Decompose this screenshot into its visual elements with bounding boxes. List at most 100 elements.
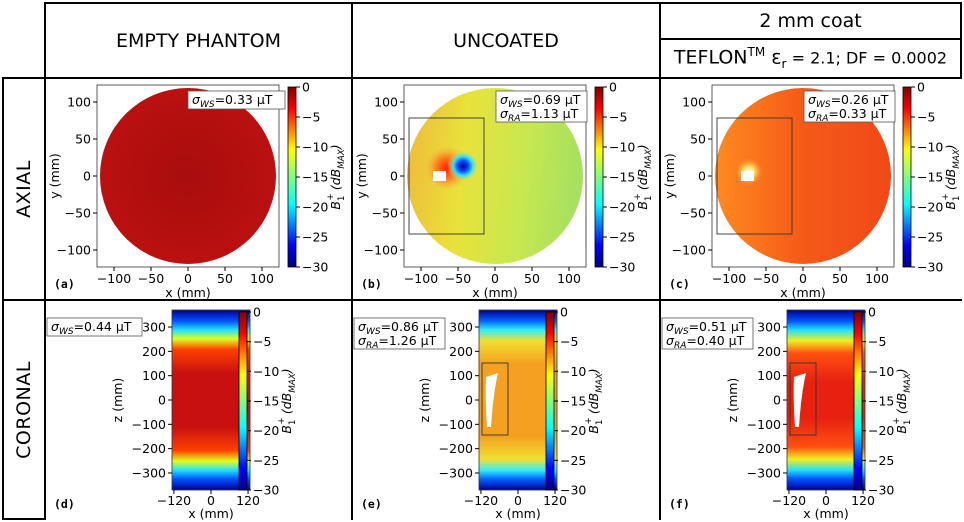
colorbar-tick-label: −30 <box>609 260 635 275</box>
y-axis-label: z (mm) <box>110 378 125 423</box>
colorbar-tick-label: −25 <box>302 230 328 245</box>
x-axis-label: x (mm) <box>803 506 848 521</box>
row-label-axial: AXIAL <box>2 77 46 301</box>
x-axis-label: x (mm) <box>165 285 210 300</box>
sigma-box <box>803 90 896 123</box>
colorbar-label: B1+(dBMAX) <box>633 144 654 209</box>
y-tick-label: −200 <box>439 441 473 456</box>
y-tick-label: −100 <box>747 417 781 432</box>
colorbar-tick-label: −20 <box>868 423 894 438</box>
colorbar-tick-label: −20 <box>560 423 586 438</box>
x-tick-label: 120 <box>236 493 260 508</box>
colorbar-tick-label: −5 <box>609 110 627 125</box>
x-tick-label: −50 <box>138 271 164 286</box>
colorbar-tick-label: 0 <box>609 80 617 95</box>
x-tick-label: 0 <box>491 271 499 286</box>
colorbar-tick-label: −15 <box>868 394 894 409</box>
x-axis-label: x (mm) <box>472 285 517 300</box>
x-tick-label: 0 <box>207 493 215 508</box>
header-coat: 2 mm coat <box>659 2 962 40</box>
colorbar-tick-label: −5 <box>868 334 886 349</box>
colorbar-tick-label: 0 <box>868 305 876 320</box>
colorbar-tick-label: −10 <box>609 140 635 155</box>
insert-object <box>793 373 806 427</box>
y-tick-label: 200 <box>142 344 166 359</box>
y-tick-label: 100 <box>682 95 706 110</box>
y-tick-label: 100 <box>67 95 91 110</box>
y-tick-label: 50 <box>690 132 706 147</box>
colorbar-tick-label: −10 <box>302 140 328 155</box>
x-tick-label: 100 <box>250 271 274 286</box>
colorbar <box>853 311 863 491</box>
colorbar-tick-label: −20 <box>917 200 943 215</box>
field-hotspot-blue <box>447 150 479 182</box>
header-uncoated-label: UNCOATED <box>453 29 559 52</box>
y-tick-label: 0 <box>465 393 473 408</box>
sigma-box <box>187 90 286 110</box>
x-tick-label: −50 <box>753 271 779 286</box>
y-tick-label: 300 <box>757 320 781 335</box>
y-tick-label: −100 <box>439 417 473 432</box>
y-tick-label: 100 <box>449 368 473 383</box>
y-tick-label: 100 <box>142 368 166 383</box>
colorbar-label: B1+(dBMAX) <box>892 368 913 433</box>
colorbar-tick-label: −5 <box>917 110 935 125</box>
y-tick-label: −100 <box>57 243 91 258</box>
sigma-box <box>46 317 143 337</box>
colorbar-tick-label: 0 <box>560 305 568 320</box>
sigma-ws: σWS=0.51 μT <box>666 319 747 337</box>
x-tick-label: −100 <box>97 271 131 286</box>
x-tick-label: −50 <box>445 271 471 286</box>
material-name: TEFLON <box>673 46 748 69</box>
colorbar-tick-label: 0 <box>253 305 261 320</box>
panel-letter: (f) <box>669 497 690 511</box>
colorbar-tick-label: −25 <box>868 453 894 468</box>
colorbar <box>238 311 248 491</box>
y-tick-label: 100 <box>374 95 398 110</box>
x-tick-label: 120 <box>543 493 567 508</box>
x-tick-label: −120 <box>772 493 806 508</box>
colorbar-label: B1+(dBMAX) <box>941 144 962 209</box>
colorbar-tick-label: −10 <box>868 364 894 379</box>
colorbar-tick-label: 0 <box>302 80 310 95</box>
phantom-disc <box>715 88 891 264</box>
roi-box <box>408 117 485 235</box>
colorbar-tick-label: −15 <box>253 394 279 409</box>
sigma-ws: σWS=0.86 μT <box>358 319 439 337</box>
y-tick-label: 200 <box>449 344 473 359</box>
colorbar-tick-label: −10 <box>917 140 943 155</box>
x-axis-label: x (mm) <box>780 285 825 300</box>
colorbar-tick-label: −15 <box>302 170 328 185</box>
colorbar-tick-label: −5 <box>253 334 271 349</box>
colorbar-tick-label: −15 <box>917 170 943 185</box>
y-tick-label: 300 <box>142 320 166 335</box>
colorbar-tick-label: −10 <box>560 364 586 379</box>
panel-letter: (d) <box>54 497 75 511</box>
panel-letter: (c) <box>669 277 690 291</box>
y-tick-label: 0 <box>83 169 91 184</box>
header-coat-label: 2 mm coat <box>759 10 862 32</box>
y-tick-label: −200 <box>747 441 781 456</box>
colorbar <box>287 86 297 268</box>
colorbar-label: B1+(dBMAX) <box>277 368 298 433</box>
x-tick-label: 100 <box>865 271 889 286</box>
colorbar-tick-label: −10 <box>253 364 279 379</box>
y-tick-label: 0 <box>698 169 706 184</box>
sigma-box <box>353 317 446 350</box>
insert-object <box>433 171 446 181</box>
sigma-ra: σRA=0.40 μT <box>666 333 745 351</box>
colorbar-tick-label: −15 <box>609 170 635 185</box>
y-tick-label: 0 <box>773 393 781 408</box>
coronal-map <box>171 309 251 491</box>
panel-letter: (a) <box>54 277 75 291</box>
colorbar-tick-label: −20 <box>302 200 328 215</box>
x-tick-label: 50 <box>217 271 233 286</box>
y-axis-label: y (mm) <box>662 153 677 198</box>
colorbar-tick-label: −25 <box>253 453 279 468</box>
y-tick-label: 100 <box>757 368 781 383</box>
y-axis-label: z (mm) <box>417 378 432 423</box>
y-tick-label: −200 <box>132 441 166 456</box>
